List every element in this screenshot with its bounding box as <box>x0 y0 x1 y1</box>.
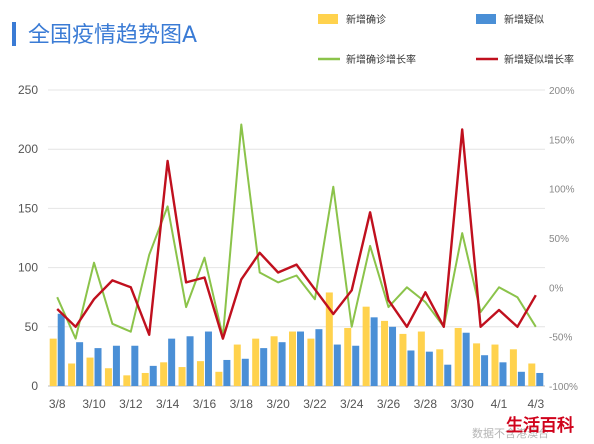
bar <box>233 344 241 386</box>
bar <box>223 359 231 386</box>
x-tick-label: 3/8 <box>49 397 66 411</box>
bar <box>362 306 370 386</box>
legend-label: 新增确诊 <box>346 13 386 26</box>
axes: 0 50 100 150 200 250 -100% -50% 0% 50% 100% 150% 200… <box>18 83 578 411</box>
legend-swatch <box>318 14 338 24</box>
watermark-brand: 生活百科 <box>506 415 574 436</box>
bar <box>94 348 102 386</box>
bar <box>417 331 425 386</box>
x-tick-label: 4/3 <box>527 397 544 411</box>
y-left-tick-label: 100 <box>18 261 38 275</box>
bar <box>76 342 84 386</box>
lines <box>56 123 537 340</box>
x-tick-label: 3/10 <box>82 397 106 411</box>
bar <box>141 372 149 386</box>
bar <box>297 331 304 386</box>
bar <box>149 365 157 386</box>
y-right-tick-label: -50% <box>549 333 572 344</box>
bar <box>481 355 489 386</box>
bar <box>370 317 378 386</box>
bar <box>491 344 499 386</box>
x-tick-label: 3/22 <box>303 397 327 411</box>
x-tick-label: 3/26 <box>377 397 401 411</box>
x-tick-label: 3/14 <box>156 397 180 411</box>
legend-swatch <box>476 14 496 24</box>
bar <box>454 327 462 386</box>
x-tick-label: 3/12 <box>119 397 143 411</box>
bar <box>68 363 76 386</box>
y-right-tick-label: -100% <box>549 382 578 393</box>
bar <box>204 331 212 386</box>
bar <box>528 363 536 386</box>
x-tick-label: 3/16 <box>193 397 217 411</box>
bar <box>112 345 120 386</box>
y-right-tick-label: 50% <box>549 234 569 245</box>
y-right-tick-label: 200% <box>549 86 575 97</box>
x-tick-label: 3/20 <box>266 397 290 411</box>
bar <box>278 342 286 386</box>
bar <box>381 320 389 386</box>
x-tick-label: 4/1 <box>491 397 508 411</box>
bar <box>536 372 544 386</box>
bar <box>462 332 470 386</box>
y-right-tick-label: 0% <box>549 283 564 294</box>
bar <box>499 362 507 386</box>
bar <box>252 338 260 386</box>
x-tick-label: 3/24 <box>340 397 364 411</box>
bar <box>344 327 352 386</box>
y-left-tick-label: 200 <box>18 142 38 156</box>
bar <box>509 349 517 386</box>
legend-label: 新增疑似 <box>504 13 544 26</box>
x-tick-label: 3/18 <box>230 397 254 411</box>
grid <box>48 89 545 387</box>
bar <box>215 371 223 386</box>
title-accent-bar <box>12 22 16 46</box>
bar <box>196 361 204 386</box>
bar <box>289 331 296 386</box>
bar <box>123 375 131 386</box>
bar <box>473 343 481 386</box>
bar <box>436 349 444 386</box>
x-tick-label: 3/28 <box>414 397 438 411</box>
bar <box>186 336 194 386</box>
bar <box>444 364 452 386</box>
y-left-tick-label: 50 <box>25 320 39 334</box>
bar <box>104 368 112 386</box>
bar <box>178 367 186 386</box>
bar <box>270 336 278 386</box>
bar <box>131 345 139 386</box>
bar <box>307 338 315 386</box>
bar <box>333 344 341 386</box>
bar <box>168 338 176 386</box>
bar <box>86 357 94 386</box>
bars <box>49 292 544 386</box>
bar <box>325 292 333 386</box>
bar <box>315 329 323 386</box>
bar <box>399 333 407 386</box>
bar <box>241 358 249 386</box>
y-left-tick-label: 150 <box>18 201 38 215</box>
bar <box>389 326 397 386</box>
legend-label: 新增疑似增长率 <box>504 53 574 66</box>
bar <box>352 345 360 386</box>
bar <box>407 350 415 386</box>
y-right-tick-label: 150% <box>549 135 575 146</box>
bar <box>260 348 268 386</box>
bar <box>160 362 168 386</box>
series-line <box>56 128 537 340</box>
y-left-tick-label: 250 <box>18 83 38 97</box>
y-right-tick-label: 100% <box>549 185 575 196</box>
bar <box>425 351 433 386</box>
legend-label: 新增确诊增长率 <box>346 53 416 66</box>
bar <box>49 338 57 386</box>
watermark-note: 数据不含港澳台 <box>472 426 549 440</box>
x-tick-label: 3/30 <box>450 397 474 411</box>
chart-title: 全国疫情趋势图A <box>28 23 197 48</box>
bar <box>57 313 65 386</box>
y-left-tick-label: 0 <box>31 379 38 393</box>
bar <box>517 371 525 386</box>
